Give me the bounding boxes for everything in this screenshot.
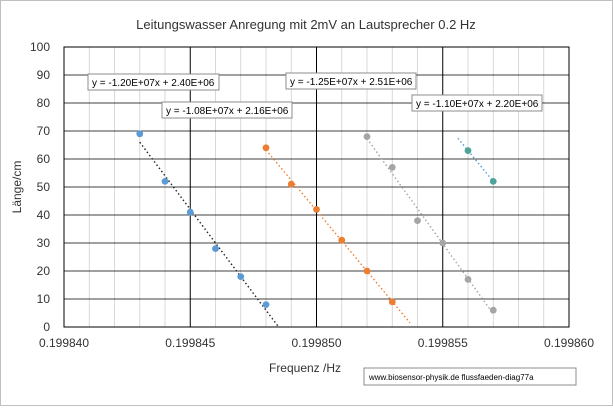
trend-equation-3: y = -1.25E+07x + 2.51E+06 [285,72,417,90]
y-tick-label: 40 [37,208,51,222]
trendline-series-1 [139,141,280,328]
y-tick-label: 0 [43,320,50,334]
chart-title: Leitungswasser Anregung mit 2mV an Lauts… [136,17,476,32]
y-tick-label: 60 [37,152,51,166]
y-tick-label: 100 [30,40,50,54]
y-tick-label: 50 [37,180,51,194]
x-tick-label: 0.199855 [418,336,468,350]
trend-equation-1-text: y = -1.20E+07x + 2.40E+06 [92,78,215,89]
data-point-series-1 [161,178,169,185]
trend-equation-2-box [161,101,293,119]
y-tick-label: 20 [37,264,51,278]
trend-equation-4-box [411,94,543,112]
trendline-series-4 [457,137,494,182]
data-point-series-2 [262,144,270,152]
trend-equation-2-text: y = -1.08E+07x + 2.16E+06 [166,106,289,117]
data-point-series-2 [287,180,295,188]
y-tick-label: 80 [37,96,51,110]
x-tick-label: 0.199840 [39,336,89,350]
data-point-series-2 [313,206,320,213]
tick-labels: 0.199840 0.199845 0.199850 0.199855 0.199860… [30,40,594,350]
data-point-series-1 [237,273,245,280]
plot-area-border [63,46,570,328]
y-tick-label: 70 [37,124,51,138]
data-point-series-3 [414,217,421,225]
data-point-series-1 [136,130,144,138]
trend-equation-3-text: y = -1.25E+07x + 2.51E+06 [290,77,413,88]
y-tick-label: 90 [37,68,51,82]
x-tick-label: 0.199860 [544,336,594,350]
data-point-series-2 [388,298,396,306]
trend-equation-3-box [285,72,417,90]
trendline-series-2 [265,149,411,324]
data-point-series-4 [489,178,497,185]
data-point-series-3 [439,239,447,247]
data-point-series-3 [489,306,497,314]
x-axis-label: Frequenz /Hz [269,361,341,375]
data-point-series-1 [262,301,270,308]
data-point-series-3 [464,276,472,283]
trend-equation-4-text: y = -1.10E+07x + 2.20E+06 [416,99,539,110]
data-points [136,130,497,314]
trend-equation-2: y = -1.08E+07x + 2.16E+06 [161,101,293,119]
source-note-box [363,367,577,386]
data-point-series-2 [363,267,371,275]
y-tick-label: 10 [37,292,51,306]
trend-equation-1: y = -1.20E+07x + 2.40E+06 [87,73,220,91]
y-tick-label: 30 [37,236,51,250]
y-axis-label: Länge/cm [10,161,24,214]
x-tick-label: 0.199845 [165,336,215,350]
trend-equation-4: y = -1.10E+07x + 2.20E+06 [411,94,543,112]
trendlines [139,137,494,328]
x-tick-label: 0.199850 [291,336,341,350]
data-point-series-3 [363,133,371,141]
data-point-series-2 [338,236,346,244]
data-point-series-1 [186,208,194,216]
trend-equation-1-box [87,73,220,91]
source-note: www.biosensor-physik.de flussfaeden-diag… [363,367,577,386]
data-point-series-4 [464,147,472,155]
data-point-series-3 [388,164,396,171]
source-note-text: www.biosensor-physik.de flussfaeden-diag… [368,373,534,382]
data-point-series-1 [212,245,219,253]
